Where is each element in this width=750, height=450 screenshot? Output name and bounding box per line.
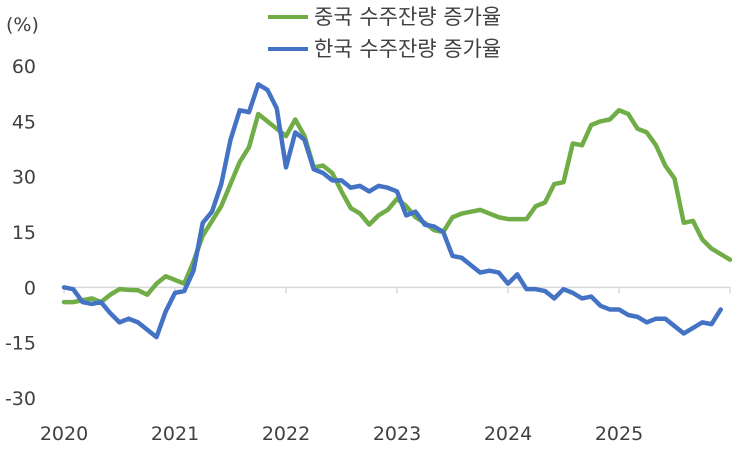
- x-tick-label: 2020: [40, 423, 88, 445]
- y-tick-label: 0: [24, 277, 36, 299]
- legend-item-china: 중국 수주잔량 증가율: [268, 5, 501, 29]
- x-tick-label: 2024: [484, 423, 532, 445]
- x-tick-label: 2025: [595, 423, 643, 445]
- series-line-korea: [61, 82, 723, 340]
- y-axis-ticks: -30 -15 0 15 30 45 60: [5, 56, 36, 410]
- series-line-china: [61, 108, 733, 305]
- legend-label-korea: 한국 수주잔량 증가율: [314, 37, 501, 61]
- x-tick-label: 2022: [262, 423, 310, 445]
- y-tick-label: -30: [5, 388, 36, 410]
- y-tick-label: -15: [5, 333, 36, 355]
- x-tick-label: 2021: [151, 423, 199, 445]
- y-tick-label: 45: [12, 111, 36, 133]
- y-tick-label: 30: [12, 167, 36, 189]
- y-unit-label: (%): [6, 14, 39, 36]
- x-tick-label: 2023: [373, 423, 421, 445]
- legend-label-china: 중국 수주잔량 증가율: [314, 5, 501, 29]
- legend: 중국 수주잔량 증가율 한국 수주잔량 증가율: [268, 5, 501, 61]
- y-tick-label: 60: [12, 56, 36, 78]
- series-layer: [61, 82, 733, 340]
- y-tick-label: 15: [12, 222, 36, 244]
- x-axis-ticks: 2020 2021 2022 2023 2024 2025: [40, 287, 731, 445]
- legend-item-korea: 한국 수주잔량 증가율: [268, 37, 501, 61]
